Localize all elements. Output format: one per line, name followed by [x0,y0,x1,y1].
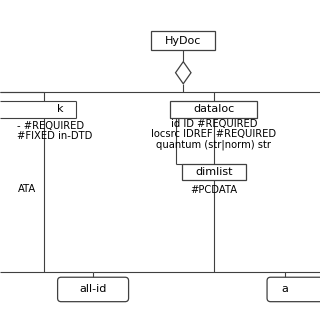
Text: #FIXED in-DTD: #FIXED in-DTD [18,131,93,141]
Text: locsrc IDREF #REQUIRED: locsrc IDREF #REQUIRED [151,129,276,140]
Text: all-id: all-id [79,284,107,294]
FancyBboxPatch shape [267,277,320,302]
Text: ATA: ATA [18,184,36,194]
FancyBboxPatch shape [151,31,215,50]
Text: HyDoc: HyDoc [165,36,202,46]
Text: dataloc: dataloc [193,104,235,114]
FancyBboxPatch shape [170,101,258,117]
Text: - #REQUIRED: - #REQUIRED [18,121,84,131]
Text: quantum (str|norm) str: quantum (str|norm) str [156,139,271,150]
FancyBboxPatch shape [58,277,129,302]
FancyBboxPatch shape [182,164,246,180]
Text: k: k [58,104,64,114]
Text: #PCDATA: #PCDATA [190,185,237,195]
Text: id ID #REQUIRED: id ID #REQUIRED [171,119,257,129]
Text: a: a [282,284,289,294]
Polygon shape [176,62,191,84]
Text: dimlist: dimlist [195,167,233,177]
